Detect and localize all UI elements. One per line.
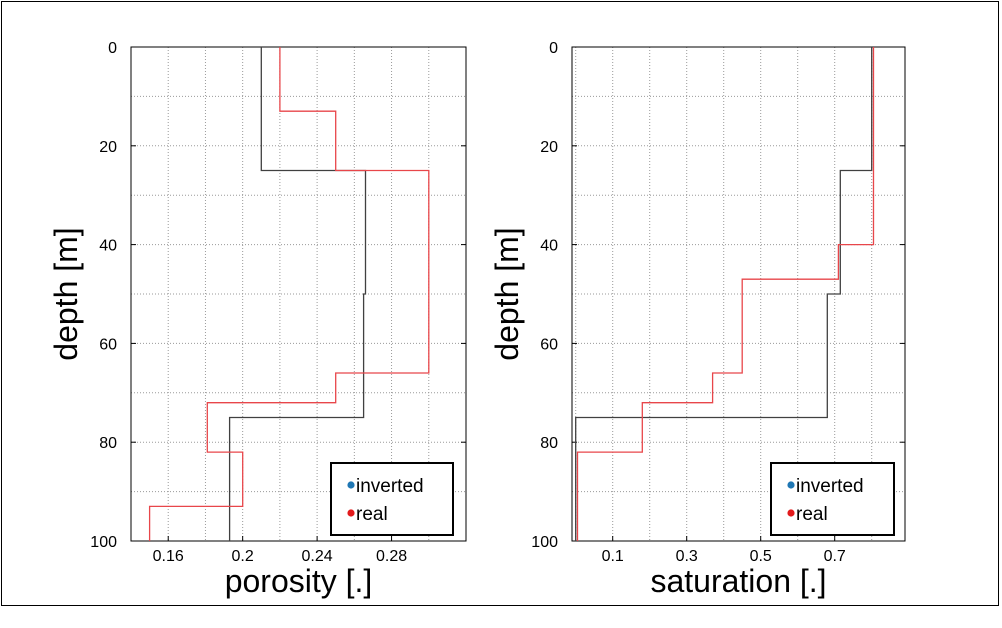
y-tick-label: 20 xyxy=(540,139,558,156)
legend-marker-inverted xyxy=(347,481,355,489)
series-line-inverted xyxy=(575,47,873,541)
x-tick-label: 0.5 xyxy=(750,548,772,565)
y-tick-label: 40 xyxy=(99,238,117,255)
y-tick-label: 0 xyxy=(549,40,558,57)
y-tick-label: 60 xyxy=(540,336,558,353)
y-axis-label: depth [m] xyxy=(48,227,84,360)
series-line-real xyxy=(576,47,875,541)
x-axis-label: porosity [.] xyxy=(225,563,373,599)
x-tick-label: 0.2 xyxy=(232,548,254,565)
legend-label-inverted: inverted xyxy=(796,476,864,497)
x-tick-label: 0.24 xyxy=(302,548,333,565)
y-tick-label: 100 xyxy=(90,534,117,551)
legend-label-real: real xyxy=(356,504,388,525)
legend-label-inverted: inverted xyxy=(356,476,424,497)
plot-area-border xyxy=(571,46,906,542)
legend-label-real: real xyxy=(796,504,828,525)
legend-box xyxy=(330,462,454,536)
x-tick-label: 0.16 xyxy=(153,548,184,565)
y-tick-label: 40 xyxy=(540,238,558,255)
series-line-real xyxy=(148,47,430,541)
x-tick-label: 0.3 xyxy=(676,548,698,565)
figure-frame xyxy=(1,1,999,606)
x-axis-label: saturation [.] xyxy=(650,563,826,599)
legend-marker-real xyxy=(347,509,355,517)
y-tick-label: 60 xyxy=(99,336,117,353)
legend-marker-inverted xyxy=(787,481,795,489)
legend-marker-real xyxy=(787,509,795,517)
legend-box xyxy=(770,462,895,536)
x-tick-label: 0.7 xyxy=(824,548,846,565)
y-axis-label: depth [m] xyxy=(489,227,525,360)
series-line-inverted xyxy=(228,47,367,541)
y-tick-label: 100 xyxy=(531,534,558,551)
y-tick-label: 80 xyxy=(540,435,558,452)
x-tick-label: 0.28 xyxy=(376,548,407,565)
y-tick-label: 80 xyxy=(99,435,117,452)
y-tick-label: 20 xyxy=(99,139,117,156)
y-tick-label: 0 xyxy=(108,40,117,57)
x-tick-label: 0.1 xyxy=(602,548,624,565)
plot-area-border xyxy=(130,46,467,542)
